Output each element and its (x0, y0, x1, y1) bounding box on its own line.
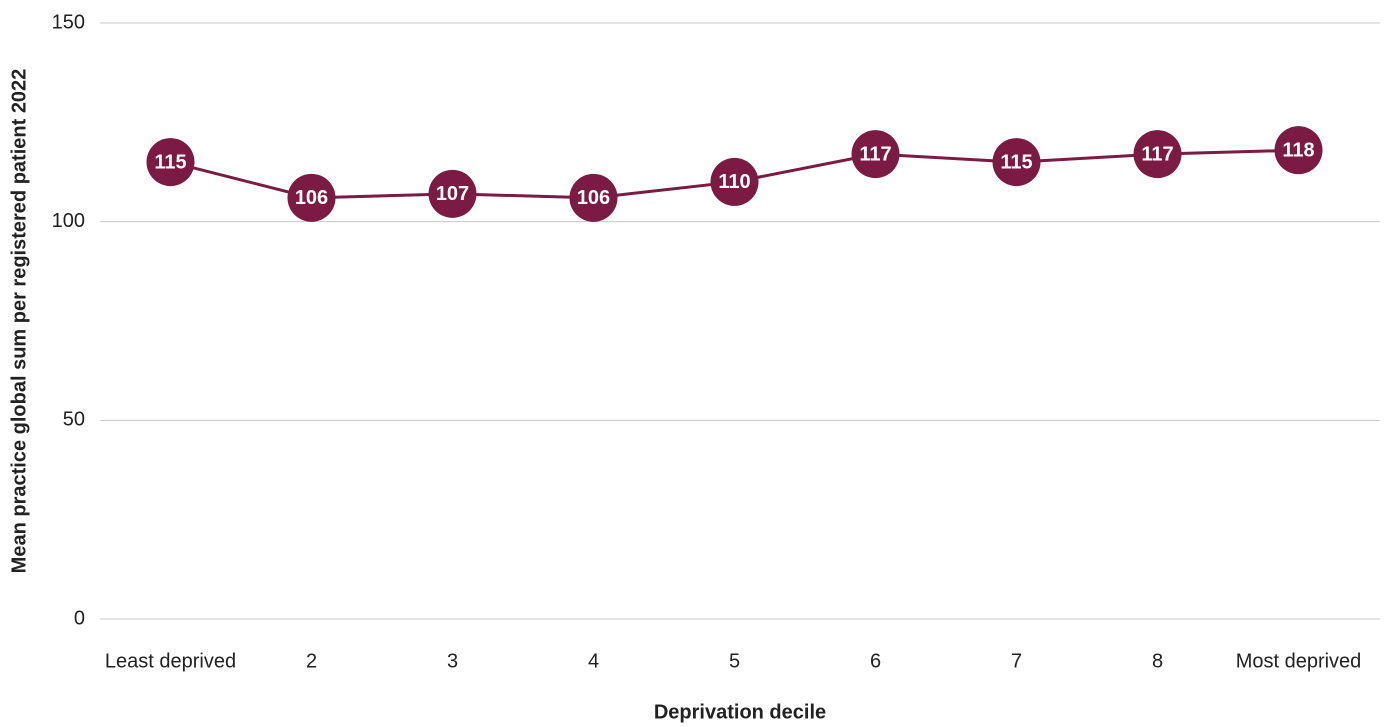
x-axis-title: Deprivation decile (654, 701, 826, 723)
x-tick-label: 2 (306, 650, 317, 672)
x-tick-label: Most deprived (1236, 650, 1362, 672)
data-label: 115 (1000, 151, 1032, 173)
data-label: 117 (859, 143, 891, 165)
x-tick-label: 3 (447, 650, 458, 672)
marker (710, 157, 759, 206)
marker (569, 173, 618, 222)
x-tick-label: 4 (588, 650, 599, 672)
x-tick-label: 6 (870, 650, 881, 672)
marker (428, 169, 477, 218)
data-label: 106 (295, 187, 328, 209)
x-tick-label: 8 (1152, 650, 1163, 672)
data-label: 110 (718, 171, 750, 193)
data-label: 107 (436, 183, 469, 205)
marker (146, 138, 195, 187)
data-label: 106 (577, 187, 610, 209)
x-tick-label: Least deprived (105, 650, 236, 672)
x-tick-label: 7 (1011, 650, 1022, 672)
marker (1274, 126, 1323, 175)
y-axis-title: Mean practice global sum per registered … (8, 69, 30, 574)
y-tick-label: 150 (52, 11, 85, 33)
x-tick-label: 5 (729, 650, 740, 672)
data-label: 115 (154, 151, 186, 173)
marker (851, 130, 900, 179)
y-tick-label: 100 (52, 210, 85, 232)
marker (287, 173, 336, 222)
data-label: 118 (1282, 139, 1314, 161)
marker (992, 138, 1041, 187)
y-tick-label: 0 (74, 607, 85, 629)
marker (1133, 130, 1182, 179)
data-label: 117 (1141, 143, 1173, 165)
y-tick-label: 50 (63, 409, 85, 431)
